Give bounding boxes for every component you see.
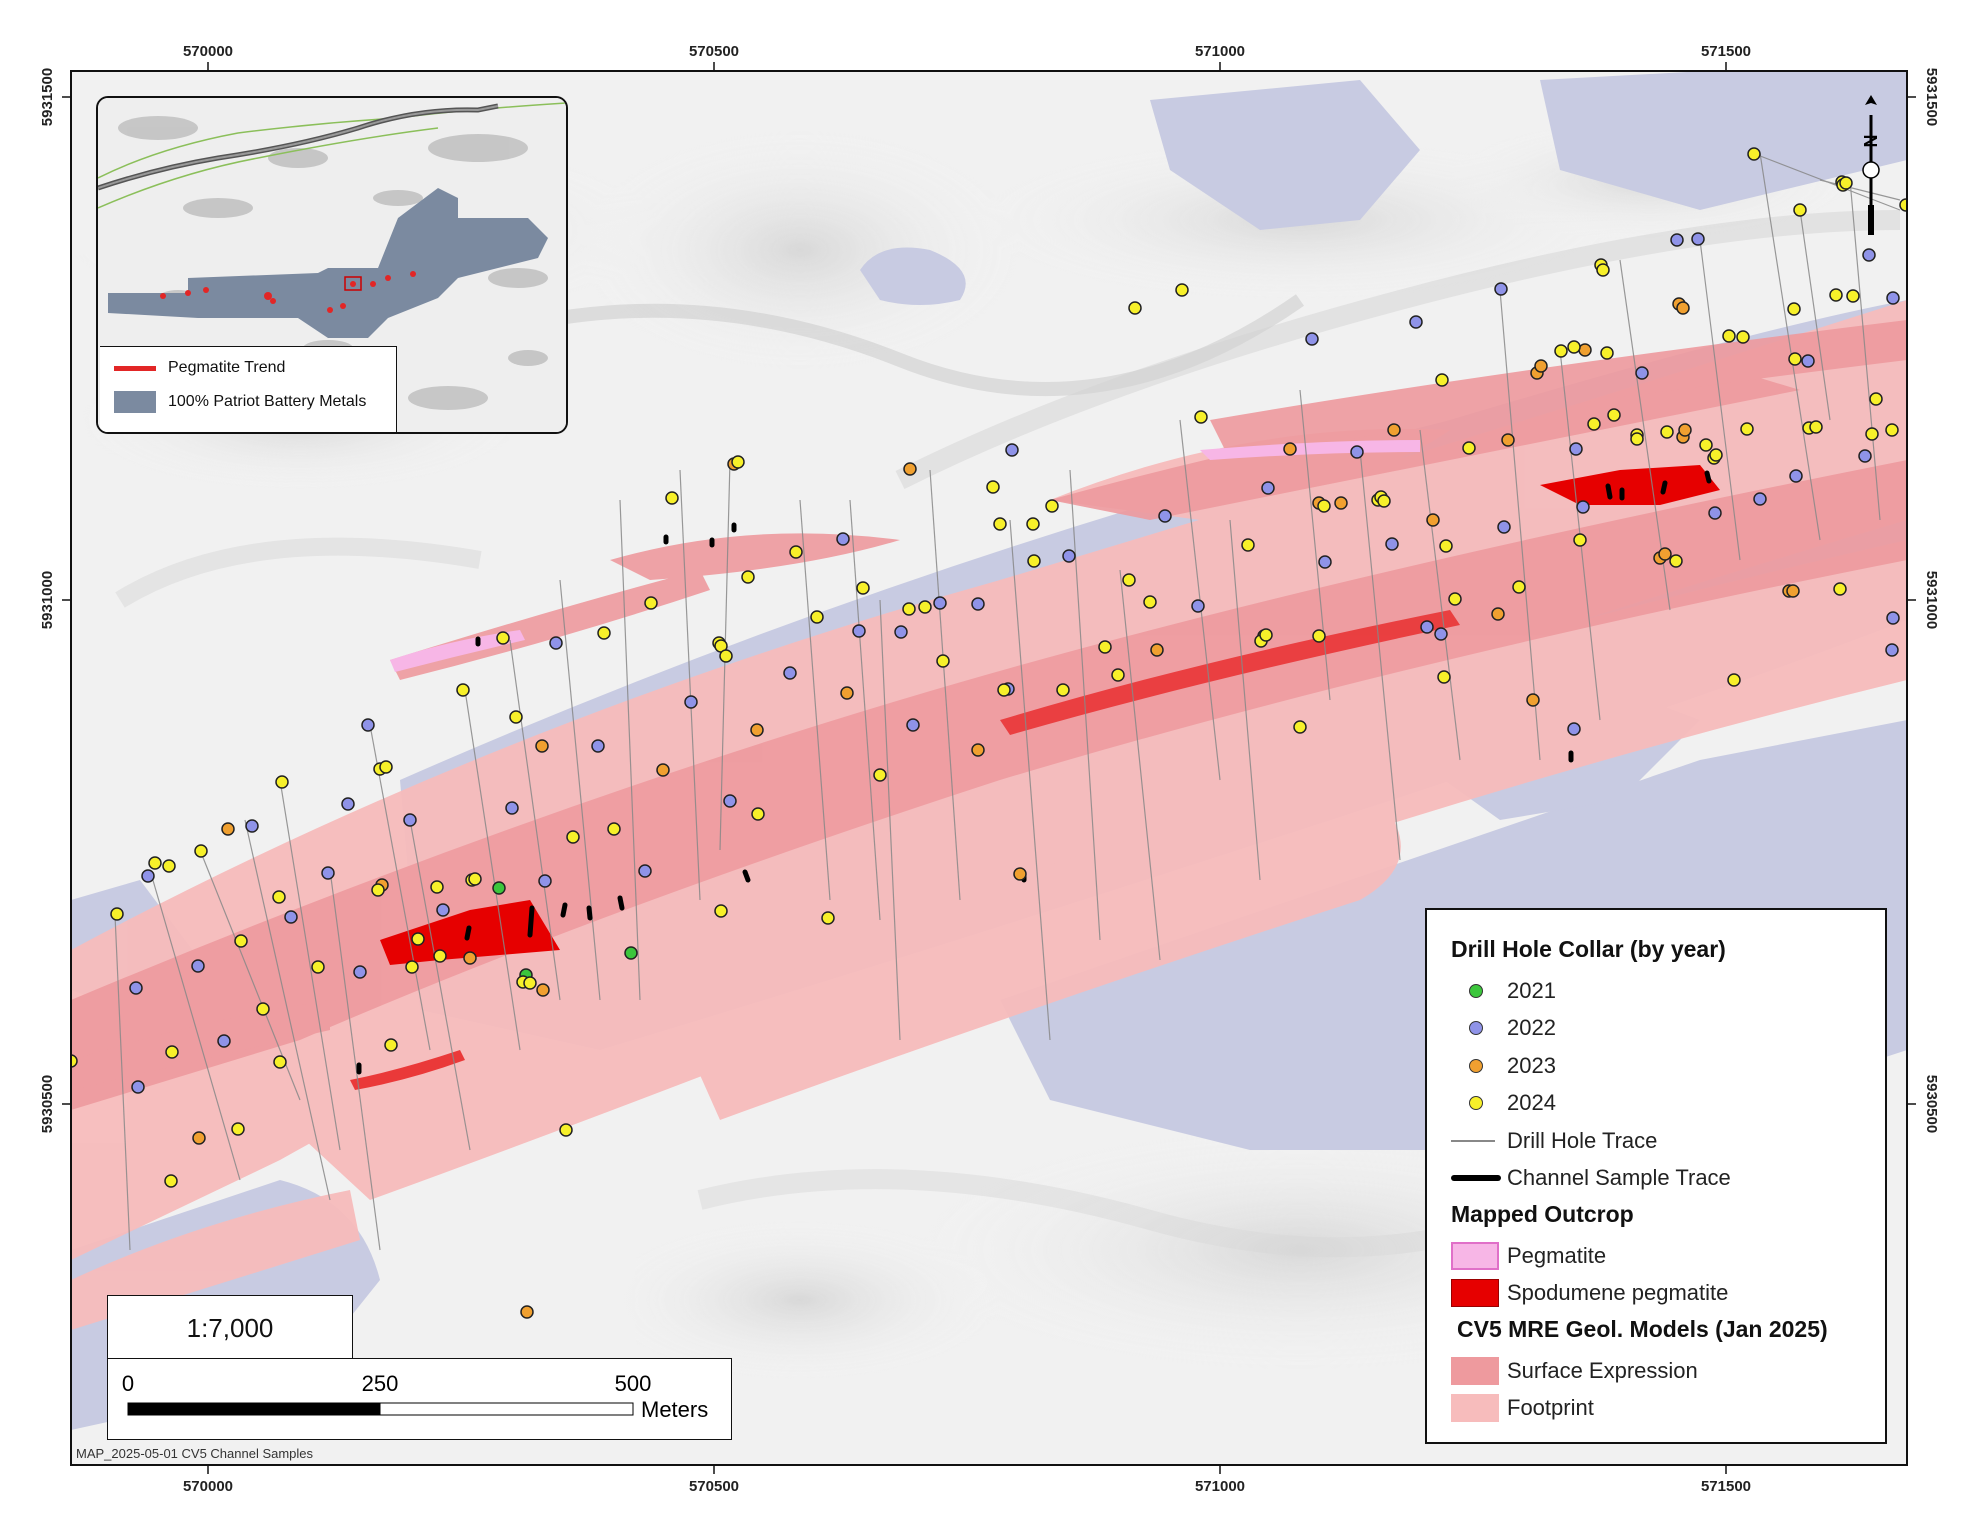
tick-label: 571500 bbox=[1701, 43, 1751, 60]
inset-claims-area bbox=[108, 188, 548, 338]
scale-ratio: 1:7,000 bbox=[107, 1295, 353, 1361]
scale-label: 500 bbox=[615, 1371, 652, 1396]
tick-label: 571000 bbox=[1195, 43, 1245, 60]
surface-swatch bbox=[1451, 1356, 1499, 1385]
tick-label: 570000 bbox=[183, 43, 233, 60]
legend-item-surface: Surface Expression bbox=[1451, 1352, 1867, 1390]
channel-trace-icon bbox=[1451, 1175, 1501, 1182]
top-tick-labels: 570000 570500 571000 571500 bbox=[183, 43, 1751, 60]
inset-legend-trend-label: Pegmatite Trend bbox=[168, 359, 286, 376]
legend-label: 2022 bbox=[1507, 1015, 1556, 1041]
claims-swatch bbox=[114, 391, 156, 413]
pegmatite-outcrops bbox=[390, 440, 1420, 672]
scale-label: 0 bbox=[122, 1371, 134, 1396]
collars-2022 bbox=[129, 232, 1900, 1094]
left-tick-labels: 5931500 5931000 5930500 bbox=[39, 68, 56, 1133]
legend-label: 2023 bbox=[1507, 1052, 1556, 1078]
scale-bar: 0 250 500 Meters bbox=[107, 1358, 732, 1440]
legend-item-channel-trace: Channel Sample Trace bbox=[1451, 1160, 1867, 1198]
legend-item-pegmatite: Pegmatite bbox=[1451, 1237, 1867, 1275]
trend-swatch bbox=[114, 365, 156, 371]
legend-label: 2024 bbox=[1507, 1090, 1556, 1116]
legend-item-drill-trace: Drill Hole Trace bbox=[1451, 1122, 1867, 1160]
collars-2024 bbox=[71, 147, 1907, 1188]
north-arrow-label: N bbox=[1861, 135, 1881, 148]
tick-label: 5930500 bbox=[1923, 1075, 1940, 1133]
tick-label: 571500 bbox=[1701, 1478, 1751, 1495]
legend-item-2021: 2021 bbox=[1451, 972, 1867, 1010]
scale-unit: Meters bbox=[641, 1397, 708, 1422]
collar-2021-icon bbox=[1469, 983, 1483, 998]
legend-item-2022: 2022 bbox=[1451, 1010, 1867, 1048]
tick-label: 5931000 bbox=[39, 571, 56, 629]
inset-legend: Pegmatite Trend 100% Patriot Battery Met… bbox=[100, 346, 397, 432]
drill-collars bbox=[71, 147, 1907, 1319]
collars-2021 bbox=[492, 881, 638, 982]
legend-label: Drill Hole Trace bbox=[1507, 1127, 1658, 1153]
legend-item-footprint: Footprint bbox=[1451, 1390, 1867, 1428]
bottom-tick-labels: 570000 570500 571000 571500 bbox=[183, 1478, 1751, 1495]
pegmatite-swatch bbox=[1451, 1241, 1499, 1270]
scale-label: 250 bbox=[362, 1371, 399, 1396]
inset-legend-trend: Pegmatite Trend bbox=[114, 359, 285, 377]
inset-legend-claims: 100% Patriot Battery Metals bbox=[114, 391, 366, 413]
legend-outcrop-heading: Mapped Outcrop bbox=[1451, 1201, 1634, 1227]
legend-collar-heading: Drill Hole Collar (by year) bbox=[1451, 936, 1726, 962]
legend-label: Channel Sample Trace bbox=[1507, 1165, 1731, 1191]
legend-label: 2021 bbox=[1507, 977, 1556, 1003]
inset-pegmatite-trend bbox=[160, 271, 416, 313]
legend-label: Surface Expression bbox=[1507, 1357, 1698, 1383]
tick-label: 570500 bbox=[689, 43, 739, 60]
legend-label: Pegmatite bbox=[1507, 1242, 1607, 1268]
collar-2022-icon bbox=[1469, 1021, 1483, 1036]
right-tick-labels: 5931500 5931000 5930500 bbox=[1923, 68, 1940, 1133]
inset-legend-claims-label: 100% Patriot Battery Metals bbox=[168, 393, 367, 410]
inset-locator-box bbox=[344, 276, 362, 291]
legend-item-2024: 2024 bbox=[1451, 1085, 1867, 1123]
legend-label: Spodumene pegmatite bbox=[1507, 1280, 1729, 1306]
tick-label: 5931500 bbox=[1923, 68, 1940, 126]
legend-item-spodumene: Spodumene pegmatite bbox=[1451, 1275, 1867, 1313]
tick-label: 571000 bbox=[1195, 1478, 1245, 1495]
tick-label: 570000 bbox=[183, 1478, 233, 1495]
drill-trace-icon bbox=[1451, 1140, 1495, 1142]
north-arrow: N bbox=[1861, 95, 1881, 235]
legend-models-heading: CV5 MRE Geol. Models (Jan 2025) bbox=[1457, 1316, 1828, 1342]
tick-label: 5931500 bbox=[39, 68, 56, 126]
legend-item-2023: 2023 bbox=[1451, 1047, 1867, 1085]
tick-marks bbox=[62, 62, 1916, 1474]
legend-label: Footprint bbox=[1507, 1395, 1594, 1421]
map-legend: Drill Hole Collar (by year) 2021 2022 20… bbox=[1425, 908, 1887, 1444]
tick-label: 570500 bbox=[689, 1478, 739, 1495]
tick-label: 5930500 bbox=[39, 1075, 56, 1133]
collar-2023-icon bbox=[1469, 1058, 1483, 1073]
spodumene-swatch bbox=[1451, 1279, 1499, 1308]
scale-bar-graphic: 0 250 500 Meters bbox=[122, 1371, 708, 1422]
inset-map: Pegmatite Trend 100% Patriot Battery Met… bbox=[96, 96, 568, 434]
scale-ratio-label: 1:7,000 bbox=[186, 1312, 274, 1343]
map-id-label: MAP_2025-05-01 CV5 Channel Samples bbox=[76, 1446, 314, 1461]
tick-label: 5931000 bbox=[1923, 571, 1940, 629]
map-border bbox=[70, 70, 1908, 1466]
collar-2024-icon bbox=[1469, 1096, 1483, 1111]
footprint-swatch bbox=[1451, 1394, 1499, 1423]
channel-sample-traces bbox=[356, 470, 1712, 1075]
